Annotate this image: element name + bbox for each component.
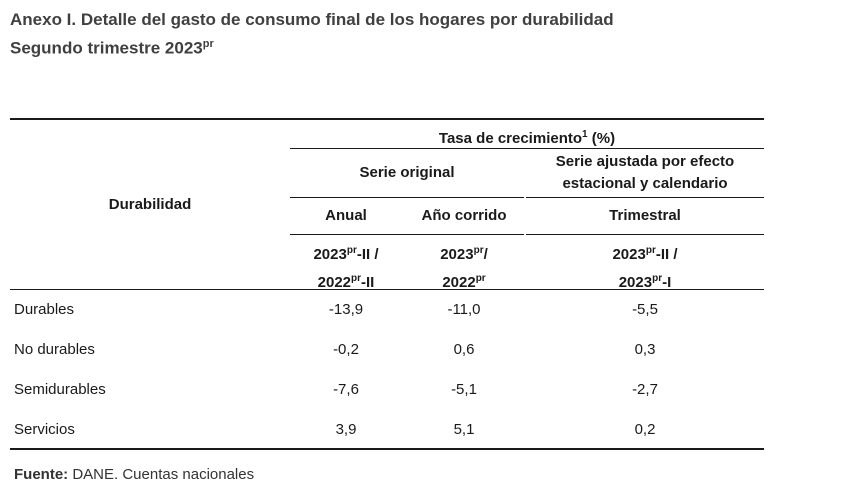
subcol-rule-left	[290, 234, 524, 235]
period-anio-corrido: 2023pr/ 2022pr	[440, 245, 488, 291]
value-corrido: -5,1	[451, 381, 477, 398]
row-label: Durables	[14, 301, 75, 318]
table-bottom-rule	[10, 448, 764, 450]
subcol-rule-right	[526, 234, 764, 235]
row-label: Servicios	[14, 421, 75, 438]
header-anio-corrido: Año corrido	[421, 207, 507, 224]
row-label: No durables	[14, 341, 95, 358]
value-anual: -0,2	[333, 341, 359, 358]
page-title: Anexo I. Detalle del gasto de consumo fi…	[10, 8, 614, 61]
header-anual: Anual	[325, 207, 367, 224]
value-anual: 3,9	[335, 421, 357, 438]
value-trimestral: -5,5	[632, 301, 658, 318]
series-rule-right	[526, 197, 764, 198]
header-serie-ajustada: Serie ajustada por efecto estacional y c…	[555, 153, 735, 192]
header-durabilidad: Durabilidad	[108, 196, 192, 213]
value-corrido: -11,0	[447, 301, 481, 318]
source-note: Fuente: DANE. Cuentas nacionales	[14, 466, 255, 483]
header-bottom-rule	[10, 289, 764, 290]
title-line-2: Segundo trimestre 2023pr	[10, 38, 214, 58]
title-line-1: Anexo I. Detalle del gasto de consumo fi…	[10, 10, 614, 29]
header-serie-original: Serie original	[359, 164, 455, 181]
row-label: Semidurables	[14, 381, 106, 398]
value-anual: -13,9	[328, 301, 364, 318]
header-tasa-crecimiento: Tasa de crecimiento1 (%)	[438, 129, 616, 147]
series-rule-left	[290, 197, 524, 198]
value-anual: -7,6	[333, 381, 359, 398]
value-corrido: 5,1	[453, 421, 475, 438]
group-rule	[290, 148, 764, 149]
value-trimestral: 0,2	[634, 421, 656, 438]
value-corrido: 0,6	[453, 341, 475, 358]
header-trimestral: Trimestral	[609, 207, 681, 224]
period-anual: 2023pr-II / 2022pr-II	[313, 245, 379, 291]
value-trimestral: 0,3	[634, 341, 656, 358]
table-top-rule	[10, 118, 764, 120]
data-table: Durabilidad Tasa de crecimiento1 (%) Ser…	[10, 118, 764, 450]
value-trimestral: -2,7	[632, 381, 658, 398]
period-trimestral: 2023pr-II / 2023pr-I	[612, 245, 678, 291]
